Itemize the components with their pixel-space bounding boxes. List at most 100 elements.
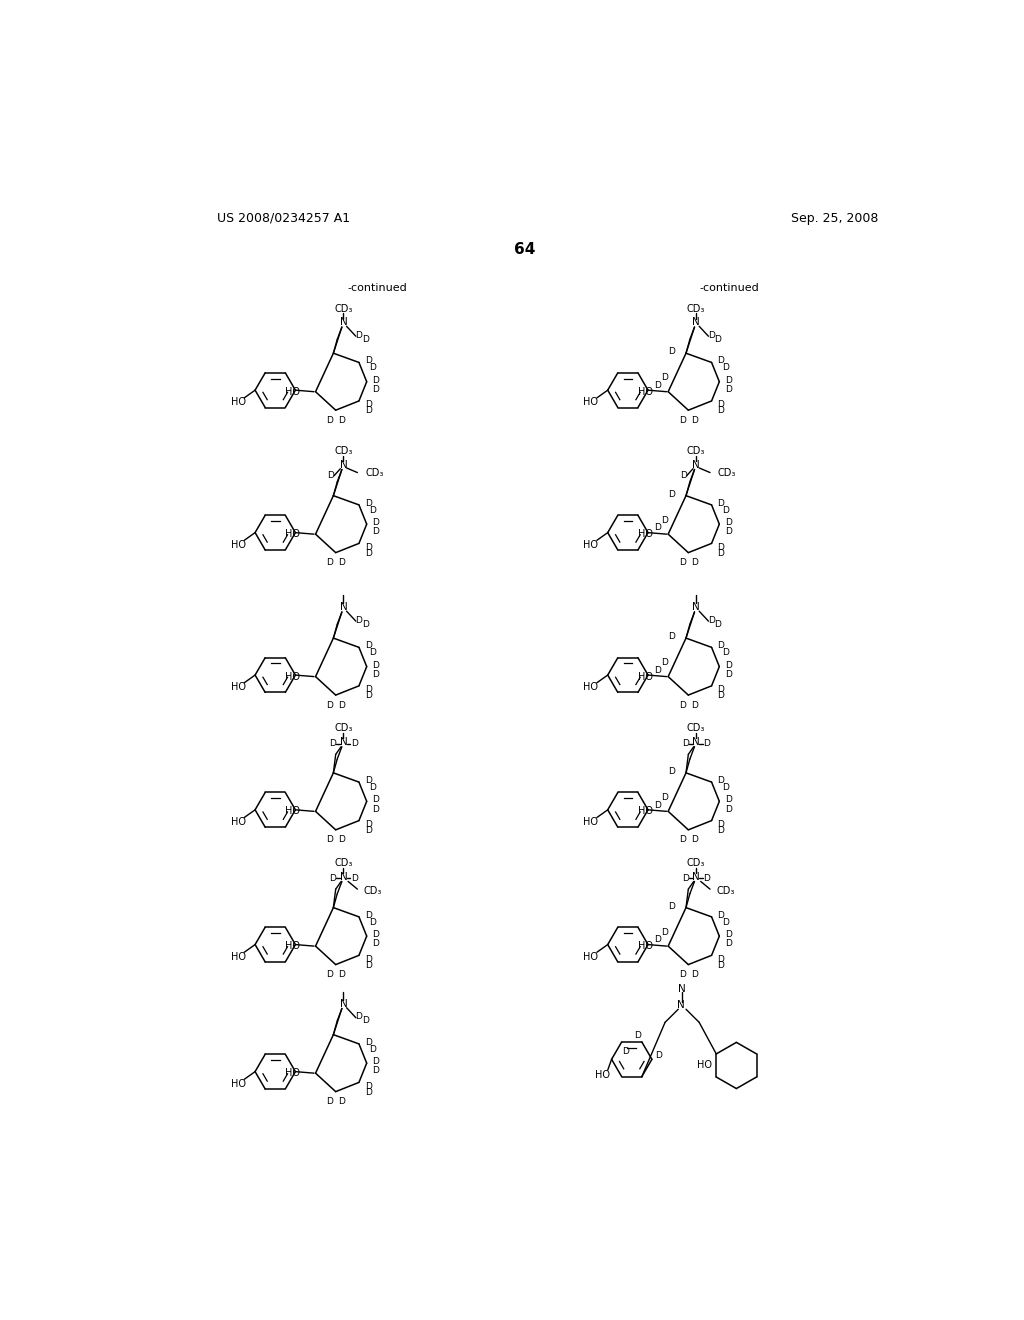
Text: D: D <box>718 826 724 836</box>
Text: HO: HO <box>638 387 652 397</box>
Text: D: D <box>623 1047 629 1056</box>
Text: D: D <box>365 407 372 416</box>
Text: D: D <box>718 776 724 785</box>
Text: CD₃: CD₃ <box>687 446 706 455</box>
Text: HO: HO <box>595 1069 610 1080</box>
Text: HO: HO <box>697 1060 713 1071</box>
Text: D: D <box>715 620 721 628</box>
Text: -continued: -continued <box>700 282 760 293</box>
Text: HO: HO <box>285 941 300 952</box>
Text: D: D <box>725 376 732 384</box>
Text: D: D <box>725 805 732 813</box>
Text: D: D <box>722 917 729 927</box>
Text: D: D <box>373 669 380 678</box>
Text: D: D <box>679 416 685 425</box>
Text: D: D <box>725 669 732 678</box>
Text: D: D <box>361 1016 369 1026</box>
Text: D: D <box>373 796 380 804</box>
Text: D: D <box>718 549 724 558</box>
Text: D: D <box>691 836 698 845</box>
Text: D: D <box>373 931 380 939</box>
Text: N: N <box>340 737 347 747</box>
Text: D: D <box>718 400 724 409</box>
Text: D: D <box>725 660 732 669</box>
Text: D: D <box>718 642 724 651</box>
Text: Sep. 25, 2008: Sep. 25, 2008 <box>791 213 878 224</box>
Text: D: D <box>339 970 345 979</box>
Text: D: D <box>355 616 362 624</box>
Text: HO: HO <box>285 807 300 816</box>
Text: D: D <box>718 820 724 829</box>
Text: D: D <box>339 701 345 710</box>
Text: D: D <box>328 471 335 480</box>
Text: D: D <box>365 642 372 651</box>
Text: D: D <box>373 376 380 384</box>
Text: D: D <box>691 970 698 979</box>
Text: D: D <box>718 692 724 701</box>
Text: D: D <box>654 667 660 675</box>
Text: D: D <box>373 385 380 393</box>
Text: D: D <box>669 767 676 776</box>
Text: D: D <box>370 363 377 372</box>
Text: N: N <box>692 317 700 327</box>
Text: D: D <box>669 490 676 499</box>
Text: D: D <box>373 1057 380 1067</box>
Text: D: D <box>718 911 724 920</box>
Text: D: D <box>373 519 380 527</box>
Text: D: D <box>709 616 715 624</box>
Text: CD₃: CD₃ <box>334 858 352 869</box>
Text: D: D <box>703 874 711 883</box>
Text: D: D <box>365 1038 372 1047</box>
Text: D: D <box>718 954 724 964</box>
Text: D: D <box>365 826 372 836</box>
Text: D: D <box>351 739 357 748</box>
Text: D: D <box>355 1012 362 1022</box>
Text: N: N <box>678 985 686 994</box>
Text: HO: HO <box>230 1078 246 1089</box>
Text: D: D <box>365 954 372 964</box>
Text: D: D <box>365 911 372 920</box>
Text: D: D <box>691 416 698 425</box>
Text: D: D <box>365 356 372 366</box>
Text: CD₃: CD₃ <box>687 723 706 733</box>
Text: D: D <box>654 801 660 809</box>
Text: D: D <box>365 961 372 970</box>
Text: D: D <box>691 701 698 710</box>
Text: D: D <box>722 783 729 792</box>
Text: D: D <box>326 970 333 979</box>
Text: HO: HO <box>584 540 598 550</box>
Text: D: D <box>326 701 333 710</box>
Text: CD₃: CD₃ <box>334 446 352 455</box>
Text: HO: HO <box>285 672 300 681</box>
Text: HO: HO <box>584 952 598 962</box>
Text: HO: HO <box>230 817 246 828</box>
Text: D: D <box>725 940 732 948</box>
Text: D: D <box>365 776 372 785</box>
Text: D: D <box>660 516 668 525</box>
Text: D: D <box>718 407 724 416</box>
Text: D: D <box>718 685 724 694</box>
Text: D: D <box>370 917 377 927</box>
Text: D: D <box>715 335 721 343</box>
Text: D: D <box>361 335 369 343</box>
Text: D: D <box>326 416 333 425</box>
Text: HO: HO <box>230 952 246 962</box>
Text: D: D <box>679 836 685 845</box>
Text: D: D <box>709 331 715 341</box>
Text: HO: HO <box>638 529 652 539</box>
Text: D: D <box>654 936 660 944</box>
Text: D: D <box>365 543 372 552</box>
Text: D: D <box>635 1031 641 1040</box>
Text: HO: HO <box>230 540 246 550</box>
Text: HO: HO <box>230 682 246 693</box>
Text: N: N <box>692 737 700 747</box>
Text: D: D <box>339 558 345 568</box>
Text: D: D <box>373 805 380 813</box>
Text: N: N <box>692 602 700 612</box>
Text: D: D <box>370 506 377 515</box>
Text: D: D <box>679 701 685 710</box>
Text: D: D <box>682 874 689 883</box>
Text: D: D <box>365 685 372 694</box>
Text: D: D <box>718 356 724 366</box>
Text: D: D <box>669 902 676 911</box>
